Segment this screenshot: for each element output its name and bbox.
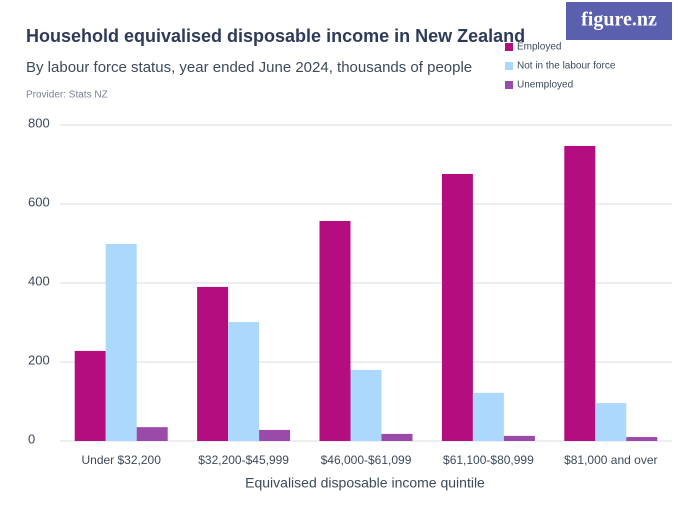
bar: [74, 350, 106, 441]
bar: [626, 437, 658, 441]
logo: figure.nz: [581, 9, 657, 31]
x-tick-label: $46,000-$61,099: [321, 453, 412, 467]
chart-subtitle: By labour force status, year ended June …: [26, 59, 472, 76]
bar: [136, 427, 168, 441]
legend-label: Not in the labour force: [517, 61, 616, 72]
x-tick-label: $81,000 and over: [564, 453, 657, 467]
y-tick-label: 800: [28, 115, 50, 130]
legend-swatch: [505, 43, 513, 51]
x-tick-label: $61,100-$80,999: [443, 453, 534, 467]
provider: Provider: Stats NZ: [26, 90, 108, 101]
bar: [350, 369, 382, 441]
bar: [259, 429, 291, 441]
bar: [472, 392, 504, 441]
y-tick-label: 200: [28, 352, 50, 367]
x-tick-label: $32,200-$45,999: [198, 453, 289, 467]
legend-label: Employed: [517, 42, 561, 53]
y-tick-label: 600: [28, 194, 50, 209]
legend-swatch: [505, 81, 513, 89]
y-tick-label: 400: [28, 273, 50, 288]
legend-swatch: [505, 62, 513, 70]
bar: [319, 220, 351, 441]
chart-title: Household equivalised disposable income …: [26, 26, 525, 46]
x-tick-label: Under $32,200: [81, 453, 161, 467]
x-axis-label: Equivalised disposable income quintile: [245, 475, 485, 491]
bar: [595, 403, 627, 441]
bar: [564, 145, 596, 441]
bar: [381, 433, 413, 441]
bar: [197, 286, 229, 441]
bar: [228, 322, 260, 441]
logo-box: [566, 2, 672, 40]
bar: [503, 435, 535, 441]
legend-label: Unemployed: [517, 80, 573, 91]
bar: [441, 173, 473, 442]
bar: [105, 243, 137, 441]
y-tick-label: 0: [28, 431, 35, 446]
